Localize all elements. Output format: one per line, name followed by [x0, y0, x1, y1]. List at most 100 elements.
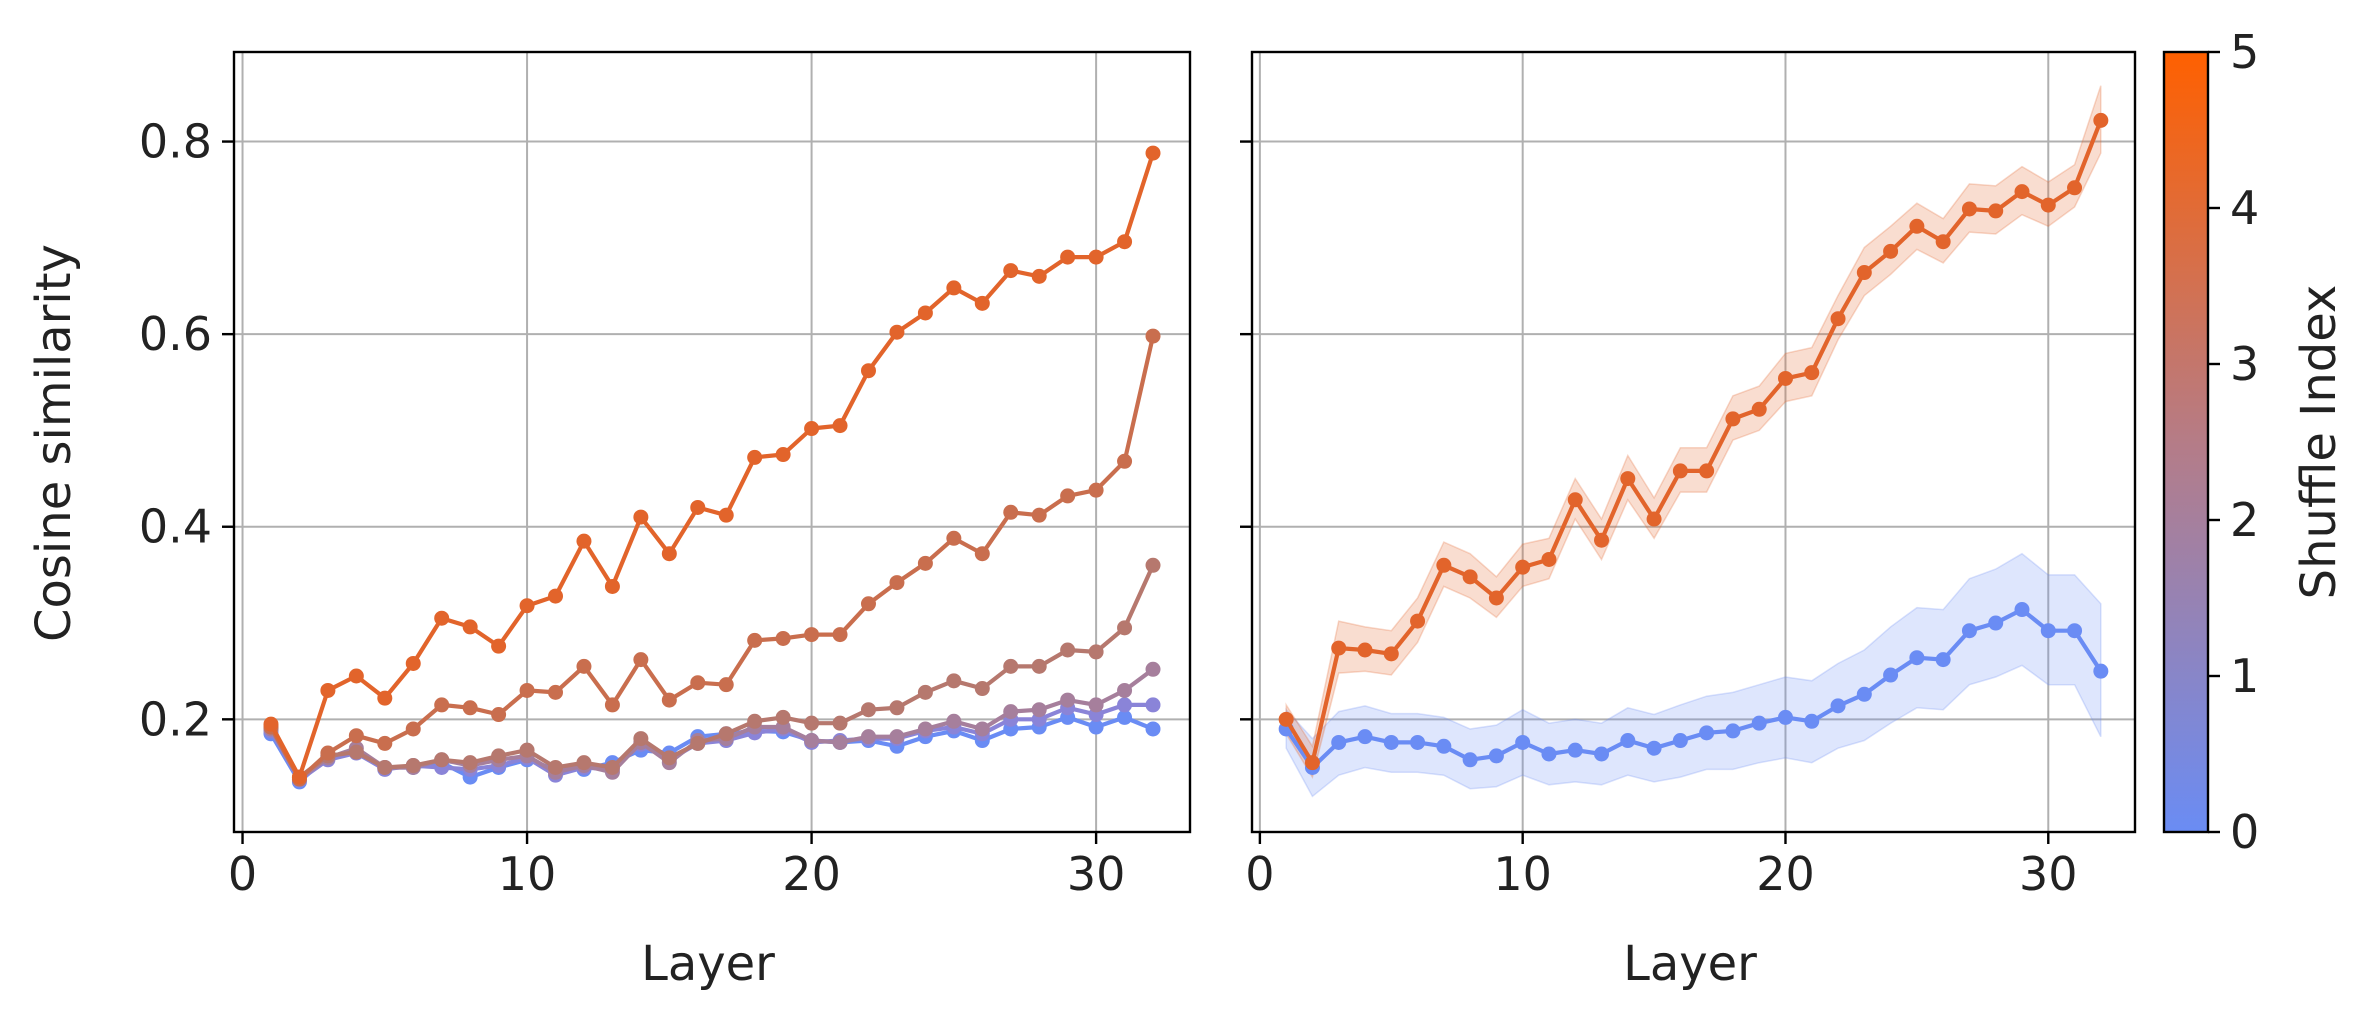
series-2-point — [804, 733, 820, 749]
y-tick-label: 0.6 — [139, 307, 212, 361]
series-5-point — [1594, 532, 1610, 548]
series-5-point — [718, 507, 734, 523]
series-0-point — [1804, 713, 1820, 729]
series-0-point — [1488, 748, 1504, 764]
colorbar-tick-label: 0 — [2230, 805, 2259, 859]
left-y-axis-label: Cosine similarity — [26, 244, 82, 642]
series-5-point — [1331, 640, 1347, 656]
series-0-point — [1410, 734, 1426, 750]
series-5-point — [1462, 569, 1478, 585]
series-0-point — [2067, 623, 2083, 639]
series-4-point — [548, 684, 564, 700]
series-4-point — [434, 697, 450, 713]
x-tick-label: 30 — [2019, 847, 2078, 901]
series-5-point — [1060, 249, 1076, 265]
series-0-point — [1935, 652, 1951, 668]
series-5-point — [1856, 265, 1872, 281]
series-0-point — [1462, 752, 1478, 768]
series-3-point — [917, 684, 933, 700]
series-5-point — [690, 499, 706, 515]
series-3-point — [633, 731, 649, 747]
series-5-point — [2014, 184, 2030, 200]
series-3-point — [405, 758, 421, 774]
series-3-point — [747, 713, 763, 729]
series-4-point — [377, 735, 393, 751]
colorbar: 0 1 2 3 4 5 Shuffle Index — [2162, 25, 2347, 859]
series-4-point — [661, 692, 677, 708]
series-3-point — [1145, 557, 1161, 573]
series-2-point — [889, 729, 905, 745]
series-5-point — [1436, 557, 1452, 573]
series-0-point — [1088, 719, 1104, 735]
series-2-point — [917, 721, 933, 737]
series-5-point — [462, 619, 478, 635]
series-3-point — [974, 681, 990, 697]
series-0-point — [1856, 686, 1872, 702]
series-1-point — [1117, 697, 1133, 713]
series-0-point — [1357, 729, 1373, 745]
series-0-point — [1883, 667, 1899, 683]
series-5-point — [775, 447, 791, 463]
y-tick-label: 0.2 — [139, 692, 212, 746]
series-4-point — [1145, 328, 1161, 344]
series-4-point — [1088, 482, 1104, 498]
series-5-point — [1804, 365, 1820, 381]
series-0-point — [1145, 721, 1161, 737]
x-tick-label: 30 — [1067, 847, 1126, 901]
series-0-point — [1672, 733, 1688, 749]
series-3-point — [1003, 658, 1019, 674]
colorbar-label: Shuffle Index — [2291, 285, 2347, 600]
series-5-point — [633, 509, 649, 525]
series-4-point — [974, 546, 990, 562]
series-0-point — [1699, 725, 1715, 741]
series-0-point — [2093, 663, 2109, 679]
colorbar-tick-label: 3 — [2230, 337, 2259, 391]
series-5-point — [1935, 234, 1951, 250]
series-5-point — [1646, 511, 1662, 527]
series-3-point — [462, 755, 478, 771]
series-5-point — [1117, 234, 1133, 250]
series-0-line — [269, 715, 1154, 785]
series-0-point — [1988, 615, 2004, 631]
series-5-point — [1777, 370, 1793, 386]
series-4-point — [462, 700, 478, 716]
series-5-point — [1031, 268, 1047, 284]
series-5-point — [519, 598, 535, 614]
series-4-point — [1031, 507, 1047, 523]
series-5-point — [405, 655, 421, 671]
series-4-point — [576, 658, 592, 674]
series-5-point — [860, 363, 876, 379]
series-5-point — [747, 449, 763, 465]
series-3-point — [1060, 642, 1076, 658]
series-5-point — [263, 716, 279, 732]
x-tick-label: 20 — [1756, 847, 1815, 901]
series-5-point — [1725, 411, 1741, 427]
colorbar-tick-label: 1 — [2230, 649, 2259, 703]
colorbar-tick-label: 2 — [2230, 493, 2259, 547]
series-4-point — [519, 682, 535, 698]
series-4-point — [1117, 453, 1133, 469]
x-tick-label: 0 — [1245, 847, 1274, 901]
series-0-point — [1961, 623, 1977, 639]
series-4-point — [604, 697, 620, 713]
series-3-point — [548, 759, 564, 775]
series-3-point — [434, 752, 450, 768]
series-5-point — [291, 769, 307, 785]
series-5-point — [1410, 613, 1426, 629]
series-2-point — [974, 721, 990, 737]
series-4-point — [775, 630, 791, 646]
left-panel: 0 10 20 30 0.2 0.4 0.6 0.8 Layer Cosine similar… — [26, 50, 1192, 992]
series-5-point — [2040, 197, 2056, 213]
series-5-point — [661, 546, 677, 562]
series-4-point — [633, 652, 649, 668]
series-3-point — [348, 744, 364, 760]
series-5-point — [889, 324, 905, 340]
series-3-point — [661, 750, 677, 766]
series-5-point — [1088, 249, 1104, 265]
series-0-point — [2014, 602, 2030, 618]
series-4-point — [690, 675, 706, 691]
series-5-point — [1488, 590, 1504, 606]
series-0-point — [1751, 715, 1767, 731]
colorbar-tick-label: 5 — [2230, 25, 2259, 79]
series-4-point — [320, 745, 336, 761]
